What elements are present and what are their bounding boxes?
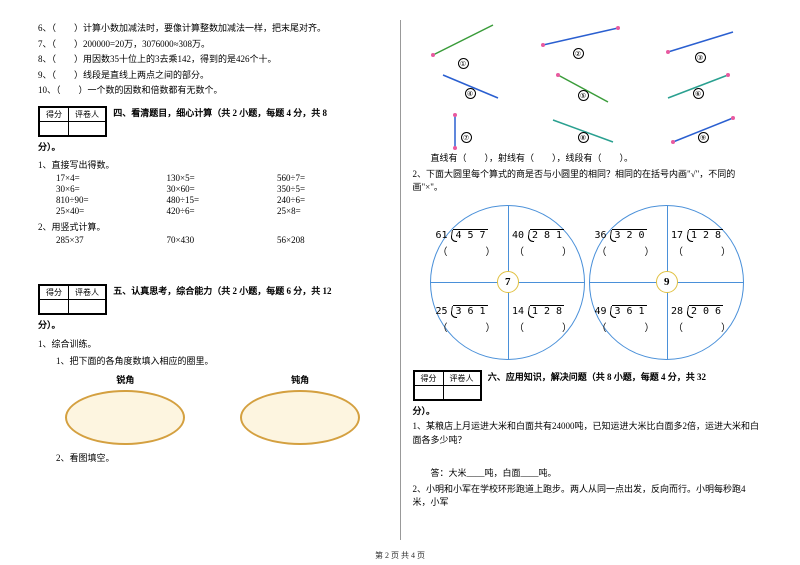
label-2: ② xyxy=(573,48,584,59)
calc-row: 285×3770×43056×208 xyxy=(56,235,388,245)
acute-group: 锐角 xyxy=(65,373,185,445)
section-4-title: 四、看清题目，细心计算（共 2 小题，每题 4 分，共 8 xyxy=(113,108,327,118)
label-3: ③ xyxy=(695,52,706,63)
section-5-tail: 分）。 xyxy=(38,319,388,333)
label-5: ⑤ xyxy=(578,90,589,101)
label-4: ④ xyxy=(465,88,476,99)
circle-2: 363 2 0（ ） 171 2 8（ ） 493 6 1（ ） 282 0 6… xyxy=(589,205,744,360)
obtuse-label: 钝角 xyxy=(240,373,360,386)
app-question-2: 2、小明和小军在学校环形跑道上跑步。两人从同一点出发，反向而行。小明每秒跑4米，… xyxy=(413,483,763,510)
label-7: ⑦ xyxy=(461,132,472,143)
endpoint-dot xyxy=(541,43,545,47)
score-box: 得分评卷人 xyxy=(413,370,482,401)
question-2-right: 2、下面大圆里每个算式的商是否与小圆里的相同？相同的在括号内画"√"，不同的画"… xyxy=(413,168,763,195)
question-6: 6、（ ）计算小数加减法时，要像计算整数加减法一样，把末尾对齐。 xyxy=(38,22,388,36)
label-8: ⑧ xyxy=(578,132,589,143)
obtuse-group: 钝角 xyxy=(240,373,360,445)
right-column: ① ② ③ ④ ⑤ ⑥ ⑦ ⑧ ⑨ 直线有（ ），射线有（ ），线段有（ ）。 … xyxy=(405,20,771,540)
endpoint-dot xyxy=(453,113,457,117)
endpoint-dot xyxy=(556,73,560,77)
c2-q4: 282 0 6（ ） xyxy=(667,282,744,359)
score-box: 得分评卷人 xyxy=(38,106,107,137)
label-9: ⑨ xyxy=(698,132,709,143)
acute-oval xyxy=(65,390,185,445)
sub-4-2: 2、用竖式计算。 xyxy=(38,220,388,233)
section-6-header: 得分评卷人 六、应用知识，解决问题（共 8 小题，每题 4 分，共 32 xyxy=(413,370,763,401)
section-6-title: 六、应用知识，解决问题（共 8 小题，每题 4 分，共 32 xyxy=(488,372,706,382)
question-9: 9、（ ）线段是直线上两点之间的部分。 xyxy=(38,69,388,83)
c1-q3: 253 6 1（ ） xyxy=(431,282,508,359)
app-question-1: 1、某粮店上月运进大米和白面共有24000吨，已知运进大米比白面多2倍，运进大米… xyxy=(413,420,763,447)
lines-diagram: ① ② ③ ④ ⑤ ⑥ ⑦ ⑧ ⑨ xyxy=(413,20,763,150)
sub-5-1: 1、综合训练。 xyxy=(38,337,388,350)
calc-row: 810÷90=480÷15=240÷6= xyxy=(56,195,388,205)
endpoint-dot xyxy=(666,50,670,54)
circle-1: 614 5 7（ ） 402 8 1（ ） 253 6 1（ ） 141 2 8… xyxy=(430,205,585,360)
column-divider xyxy=(400,20,401,540)
endpoint-dot xyxy=(616,26,620,30)
label-1: ① xyxy=(458,58,469,69)
question-7: 7、（ ）200000=20万，3076000≈308万。 xyxy=(38,38,388,52)
left-column: 6、（ ）计算小数加减法时，要像计算整数加减法一样，把末尾对齐。 7、（ ）20… xyxy=(30,20,396,540)
label-6: ⑥ xyxy=(693,88,704,99)
big-circles: 614 5 7（ ） 402 8 1（ ） 253 6 1（ ） 141 2 8… xyxy=(413,205,763,360)
score-box: 得分评卷人 xyxy=(38,284,107,315)
obtuse-oval xyxy=(240,390,360,445)
acute-label: 锐角 xyxy=(65,373,185,386)
endpoint-dot xyxy=(453,146,457,150)
endpoint-dot xyxy=(726,73,730,77)
question-10: 10、（ ）一个数的因数和倍数都有无数个。 xyxy=(38,84,388,98)
section-5-title: 五、认真思考，综合能力（共 2 小题，每题 6 分，共 12 xyxy=(113,286,331,296)
c2-q1: 363 2 0（ ） xyxy=(590,206,667,283)
fill-line-types: 直线有（ ），射线有（ ），线段有（ ）。 xyxy=(431,152,763,166)
calc-row: 17×4=130×5=560÷7= xyxy=(56,173,388,183)
endpoint-dot xyxy=(671,140,675,144)
section-5-header: 得分评卷人 五、认真思考，综合能力（共 2 小题，每题 6 分，共 12 xyxy=(38,284,388,315)
c2-center: 9 xyxy=(656,271,678,293)
c1-q4: 141 2 8（ ） xyxy=(508,282,585,359)
section-4-tail: 分）。 xyxy=(38,141,388,155)
sub-4-1: 1、直接写出得数。 xyxy=(38,158,388,171)
c1-q1: 614 5 7（ ） xyxy=(431,206,508,283)
calc-row: 30×6=30×60=350÷5= xyxy=(56,184,388,194)
c2-q3: 493 6 1（ ） xyxy=(590,282,667,359)
calc-row: 25×40=420÷6=25×8= xyxy=(56,206,388,216)
page-footer: 第 2 页 共 4 页 xyxy=(0,550,800,561)
c1-q2: 402 8 1（ ） xyxy=(508,206,585,283)
question-8: 8、（ ）用因数35十位上的3去乘142，得到的是426个十。 xyxy=(38,53,388,67)
section-4-header: 得分评卷人 四、看清题目，细心计算（共 2 小题，每题 4 分，共 8 xyxy=(38,106,388,137)
c2-q2: 171 2 8（ ） xyxy=(667,206,744,283)
sub-5-1-1: 1、把下面的各角度数填入相应的圈里。 xyxy=(56,354,388,367)
lines-svg xyxy=(413,20,773,150)
ovals-container: 锐角 钝角 xyxy=(38,373,388,445)
app-answer-1: 答：大米____吨，白面____吨。 xyxy=(431,467,763,481)
section-6-tail: 分）。 xyxy=(413,405,763,419)
sub-5-2: 2、看图填空。 xyxy=(56,451,388,464)
c1-center: 7 xyxy=(497,271,519,293)
endpoint-dot xyxy=(431,53,435,57)
endpoint-dot xyxy=(731,116,735,120)
